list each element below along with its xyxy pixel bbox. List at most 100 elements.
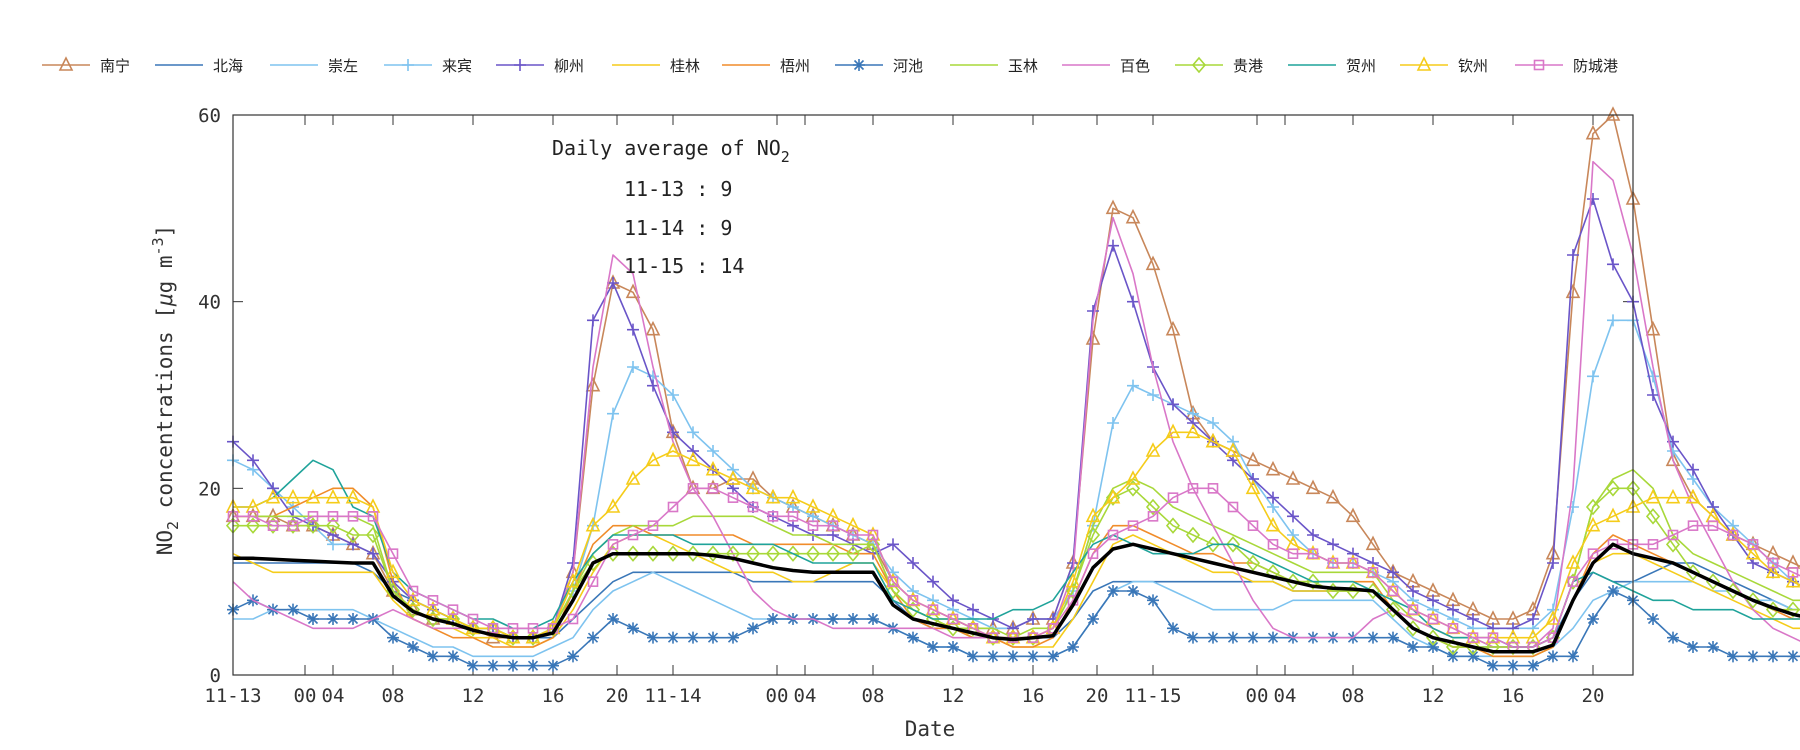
data-point [1387, 566, 1399, 579]
data-point [345, 488, 361, 504]
data-point [1145, 255, 1161, 271]
data-point [527, 659, 539, 672]
data-point [1645, 320, 1661, 336]
legend-marker [853, 59, 865, 71]
data-point [607, 277, 619, 289]
data-point [1605, 106, 1621, 121]
data-point [347, 538, 359, 551]
data-point [1767, 650, 1779, 663]
data-point [1687, 463, 1699, 476]
data-point [1125, 470, 1141, 485]
data-point [1427, 641, 1439, 653]
data-point [1087, 548, 1099, 559]
data-point [847, 529, 859, 541]
data-point [1327, 538, 1339, 551]
data-point [647, 631, 659, 644]
data-point [987, 650, 999, 663]
legend-label: 梧州 [780, 57, 810, 75]
series-line [233, 431, 1800, 639]
x-tick-label: 12 [942, 685, 965, 707]
data-point [1207, 631, 1219, 644]
data-point [1745, 544, 1761, 560]
data-point [1087, 305, 1099, 317]
series-7 [227, 585, 1800, 672]
data-point [685, 545, 701, 562]
data-point [367, 511, 379, 522]
legend-label: 柳州 [554, 57, 584, 75]
data-point [1785, 601, 1800, 618]
series-0 [225, 106, 1800, 644]
x-tick-label: 11-15 [1124, 685, 1181, 707]
data-point [1607, 539, 1619, 550]
data-point [645, 451, 661, 467]
data-point [727, 492, 739, 503]
data-point [1147, 594, 1159, 607]
x-tick-label: 20 [1086, 685, 1109, 707]
data-point [685, 451, 701, 467]
legend-item: 来宾 [384, 57, 472, 75]
data-point [1225, 536, 1241, 553]
x-tick-label: 16 [542, 685, 565, 707]
data-point [627, 622, 639, 635]
data-point [807, 520, 819, 531]
data-point [1687, 520, 1699, 531]
data-point [887, 538, 899, 551]
data-point [467, 659, 479, 672]
legend-item: 河池 [835, 57, 923, 75]
series-layer [225, 106, 1800, 672]
data-point [587, 576, 599, 587]
data-point [665, 545, 681, 562]
data-point [1587, 548, 1599, 559]
data-point [247, 454, 259, 467]
data-point [1665, 488, 1681, 504]
legend-label: 钦州 [1458, 57, 1488, 75]
data-point [1465, 600, 1481, 616]
data-point [1407, 585, 1419, 597]
data-point [725, 470, 741, 485]
legend-item: 百色 [1062, 57, 1150, 75]
legend-item: 桂林 [612, 57, 700, 75]
data-point [427, 595, 439, 606]
data-point [1567, 576, 1579, 587]
data-point [1427, 613, 1439, 625]
data-point [1747, 539, 1759, 550]
data-point [507, 659, 519, 672]
data-point [1685, 488, 1701, 504]
legend-label: 贵港 [1233, 57, 1263, 75]
data-point [1605, 480, 1621, 497]
data-point [407, 641, 419, 653]
data-point [345, 526, 361, 544]
data-point [1647, 613, 1659, 625]
data-point [1307, 548, 1319, 559]
data-point [1647, 389, 1659, 401]
data-point [787, 519, 799, 532]
data-point [305, 488, 321, 504]
data-point [307, 613, 319, 625]
data-point [1127, 379, 1139, 392]
x-tick-label: 12 [1422, 685, 1445, 707]
data-point [1107, 585, 1119, 597]
data-point [805, 498, 821, 513]
data-point [707, 631, 719, 644]
legend-marker [1191, 56, 1207, 74]
annotation-title: Daily average of NO2 [552, 136, 790, 166]
data-point [1667, 529, 1679, 541]
data-point [1247, 520, 1259, 531]
annotation-line-2: 11-14 : 9 [624, 216, 732, 240]
legend-marker [402, 59, 414, 71]
legend: 南宁 北海 崇左 来宾 柳州 桂林 梧州 河池 玉林 百色 贵港 贺州 钦州 防城港 [42, 56, 1618, 75]
legend-label: 崇左 [328, 57, 358, 75]
data-point [1445, 591, 1461, 607]
x-tick-label: 04 [1274, 685, 1297, 707]
data-point [907, 595, 919, 606]
data-point [1365, 535, 1381, 551]
x-tick-label: 08 [382, 685, 405, 707]
data-point [407, 585, 419, 597]
data-point [1665, 536, 1681, 553]
data-point [1767, 557, 1779, 569]
data-point [1085, 507, 1101, 523]
data-point [1587, 193, 1599, 205]
y-tick-label: 40 [198, 292, 221, 314]
data-point [1645, 508, 1661, 525]
